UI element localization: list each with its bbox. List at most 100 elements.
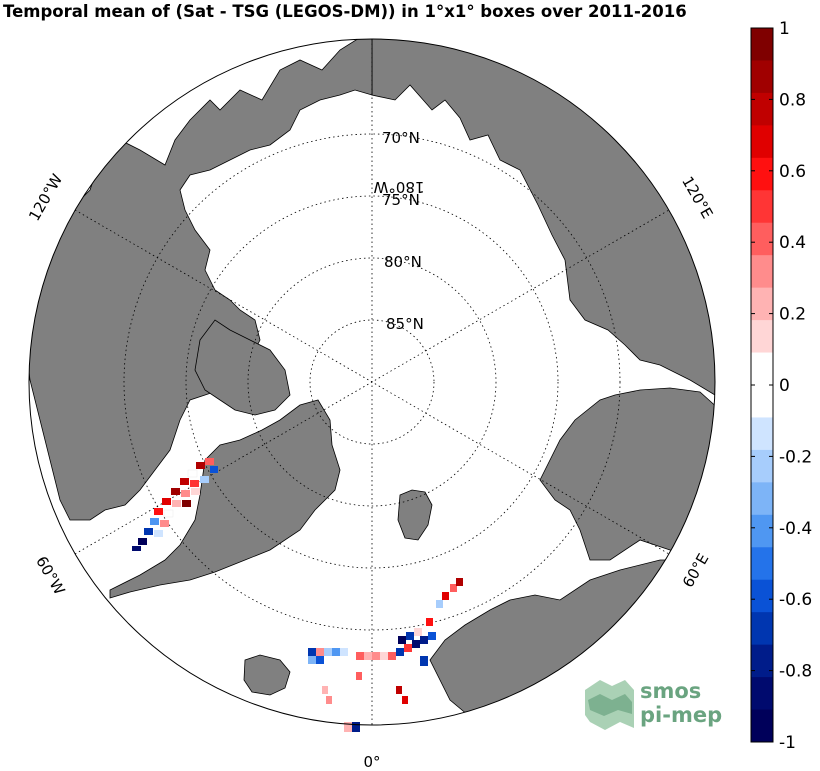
data-cell	[396, 648, 404, 656]
latitude-labels: 70°N 75°N 80°N 85°N	[382, 129, 424, 333]
data-cell	[450, 584, 457, 592]
data-cell	[324, 648, 332, 656]
data-cell	[138, 538, 147, 545]
data-cell	[388, 652, 396, 660]
data-cell	[181, 490, 190, 497]
colorbar-swatch	[751, 60, 773, 94]
data-cell	[150, 518, 159, 525]
data-cell	[190, 480, 199, 487]
lat-label-75: 75°N	[382, 191, 420, 209]
data-cell	[171, 488, 180, 495]
data-cell	[414, 628, 422, 636]
greenland-land	[109, 399, 341, 599]
colorbar-swatch	[751, 644, 773, 678]
colorbar-swatch	[751, 157, 773, 191]
colorbar-swatch	[751, 547, 773, 581]
colorbar-ticks: 1 0.8 0.6 0.4 0.2 0 -0.2 -0.4 -0.6 -0.8 -1	[751, 19, 812, 753]
colorbar-swatch	[751, 222, 773, 256]
colorbar-swatch	[751, 482, 773, 516]
data-cell	[180, 478, 189, 485]
iceland-land	[243, 654, 291, 696]
colorbar-swatch	[751, 385, 773, 418]
lat-label-80: 80°N	[384, 253, 422, 271]
colorbar-tick-label: 0.4	[779, 233, 806, 253]
meridian-60W-120E	[74, 209, 670, 555]
data-cell	[380, 652, 388, 660]
parallel-75	[185, 195, 559, 569]
colorbar-swatch	[751, 677, 773, 711]
data-cell	[163, 509, 174, 518]
parallel-80	[247, 257, 497, 507]
colorbar-swatches	[751, 28, 773, 743]
data-cell	[426, 618, 433, 626]
data-cell	[398, 636, 406, 644]
data-cell	[456, 578, 463, 586]
data-cell	[356, 672, 362, 680]
data-cell	[412, 640, 420, 648]
data-cell	[322, 686, 328, 694]
data-cell	[420, 656, 428, 666]
data-cell	[352, 722, 360, 732]
parallel-70	[123, 133, 621, 631]
colorbar-swatch	[751, 352, 773, 386]
data-cell	[182, 500, 191, 507]
data-cell	[344, 722, 352, 732]
data-cell	[205, 458, 214, 465]
logo-text-smos: smos	[640, 679, 701, 703]
data-cell	[132, 546, 141, 551]
colorbar-tick-label: 0	[779, 376, 790, 396]
colorbar-swatch	[751, 579, 773, 613]
data-cell	[428, 632, 436, 640]
data-cell	[172, 500, 181, 507]
colorbar-tick-label: -0.2	[779, 447, 812, 467]
lat-label-70: 70°N	[382, 129, 420, 147]
data-cell	[356, 652, 364, 660]
lon-label-120W: 120°W	[25, 171, 66, 224]
lon-label-120E: 120°E	[678, 173, 716, 221]
map-title: Temporal mean of (Sat - TSG (LEGOS-DM)) …	[3, 2, 687, 21]
parallel-85	[309, 319, 435, 445]
lat-label-85: 85°N	[386, 315, 424, 333]
data-cell	[332, 648, 340, 656]
map-boundary	[28, 38, 716, 726]
svalbard-land	[397, 489, 433, 541]
data-cell	[436, 600, 443, 608]
colorbar-swatch	[751, 612, 773, 646]
data-cell	[144, 528, 153, 535]
data-cell	[364, 652, 372, 660]
colorbar-tick-label: -0.6	[779, 590, 812, 610]
colorbar-tick-label: 0.6	[779, 162, 806, 182]
graticule	[74, 39, 670, 725]
lon-label-60E: 60°E	[679, 550, 713, 590]
novaya-zemlya	[539, 387, 715, 561]
colorbar: 1 0.8 0.6 0.4 0.2 0 -0.2 -0.4 -0.6 -0.8 -1	[750, 19, 812, 753]
colorbar-swatch	[751, 92, 773, 126]
data-cell	[406, 632, 414, 640]
difference-cells	[132, 458, 463, 732]
smos-pi-mep-logo: smos pi-mep	[585, 679, 722, 730]
colorbar-tick-label: 0.2	[779, 305, 806, 325]
colorbar-tick-label: -1	[779, 733, 796, 753]
data-cell	[420, 636, 428, 644]
data-cell	[154, 530, 163, 537]
colorbar-tick-label: 1	[779, 19, 790, 39]
data-cell	[326, 696, 332, 704]
data-cell	[162, 498, 171, 505]
ellesmere-island	[194, 319, 291, 416]
data-cell	[442, 592, 449, 600]
colorbar-swatch	[751, 125, 773, 159]
colorbar-swatch	[751, 417, 773, 451]
lon-label-bottom: 0°	[363, 753, 380, 771]
data-cell	[404, 644, 412, 652]
data-cell	[402, 696, 408, 704]
data-cell	[154, 508, 163, 515]
data-cell	[200, 476, 209, 483]
data-cell	[191, 488, 200, 495]
colorbar-swatch	[751, 709, 773, 743]
data-cell	[316, 656, 324, 664]
colorbar-swatch	[751, 287, 773, 321]
data-cell	[160, 520, 169, 527]
data-cell	[308, 656, 316, 664]
colorbar-swatch	[751, 190, 773, 224]
